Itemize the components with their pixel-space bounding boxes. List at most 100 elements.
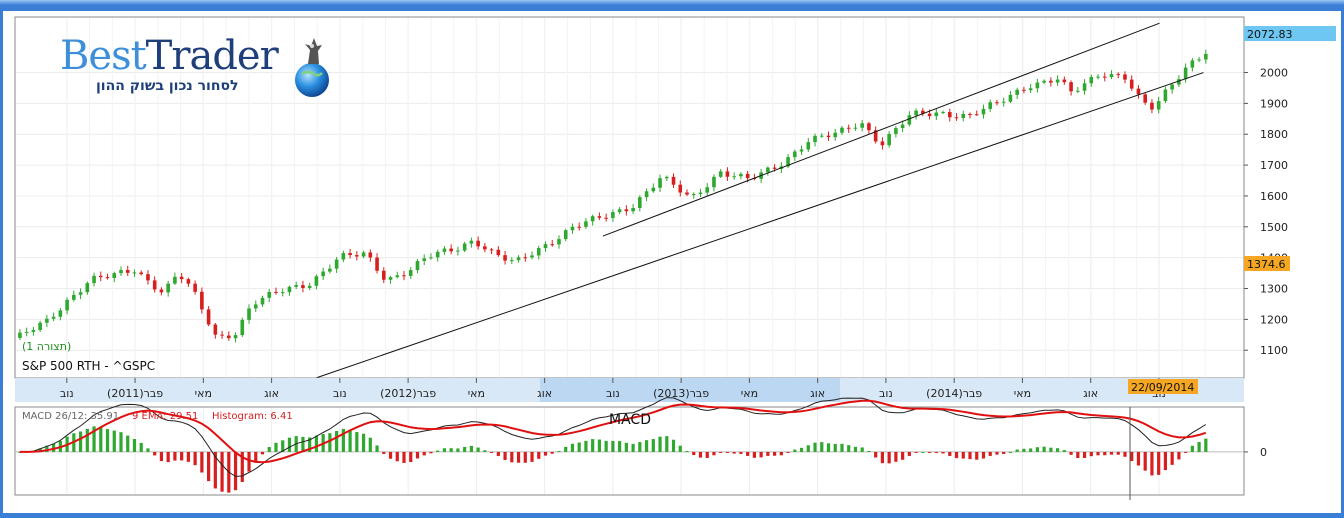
macd-hist-bar-negative xyxy=(193,451,197,466)
candle-up xyxy=(65,299,69,311)
time-tick-label: (2012)פבר xyxy=(380,387,436,400)
macd-ema-label: 9 EMA: 29.51 xyxy=(132,411,198,422)
candle-down xyxy=(355,255,359,257)
candle-down xyxy=(826,135,831,138)
macd-hist-bar-negative xyxy=(213,451,217,489)
macd-hist-bar-negative xyxy=(503,451,507,460)
macd-hist-bar-negative xyxy=(887,451,891,464)
price-tick-label: 1100 xyxy=(1260,344,1288,357)
macd-hist-bar-negative xyxy=(530,451,534,462)
macd-hist-bar-negative xyxy=(907,451,911,456)
candle-up xyxy=(806,142,811,150)
candle-up xyxy=(732,176,736,178)
time-tick-label: מאי xyxy=(741,387,758,400)
last-price-value: 2072.83 xyxy=(1247,28,1293,41)
macd-title: MACD xyxy=(609,412,651,428)
candle-up xyxy=(132,272,137,274)
candle-up xyxy=(287,286,292,293)
macd-hist-bar-negative xyxy=(186,451,190,462)
macd-hist-bar-negative xyxy=(1116,451,1120,455)
candle-up xyxy=(698,192,703,195)
candle-down xyxy=(1116,74,1121,76)
candle-up xyxy=(1076,90,1080,92)
candle-up xyxy=(260,297,265,305)
macd-hist-bar-positive xyxy=(348,429,352,452)
price-tick-label: 1300 xyxy=(1260,283,1288,296)
macd-hist-bar-positive xyxy=(355,432,359,452)
candle-down xyxy=(301,285,305,288)
macd-hist-bar-positive xyxy=(92,426,96,452)
macd-hist-bar-positive xyxy=(1029,448,1033,452)
macd-hist-bar-negative xyxy=(247,451,251,472)
crosshair-date-value: 22/09/2014 xyxy=(1131,381,1194,394)
time-axis[interactable]: נוב (2011)פבר מאי אוג נוב (2012)פבר מאי אוג נוב (… xyxy=(60,378,1166,400)
candle-up xyxy=(712,176,716,188)
macd-signal-line xyxy=(19,399,1207,464)
candle-down xyxy=(1102,76,1107,78)
logo-wordmark: BestTrader xyxy=(60,34,279,78)
candle-up xyxy=(988,102,993,109)
macd-hist-bar-negative xyxy=(880,451,885,464)
candle-down xyxy=(745,173,750,179)
last-price-tag: 2072.83 xyxy=(1244,26,1336,41)
candle-down xyxy=(880,141,885,146)
candle-up xyxy=(941,112,945,114)
candle-up xyxy=(38,322,42,330)
candle-up xyxy=(1028,88,1033,91)
candle-up xyxy=(72,294,76,300)
macd-hist-bar-positive xyxy=(1197,441,1201,452)
candle-up xyxy=(611,212,615,218)
x-axis-strip-highlight xyxy=(540,378,840,402)
macd-hist-bar-positive xyxy=(813,442,817,452)
macd-hist-bar-positive xyxy=(287,437,292,452)
candle-down xyxy=(523,257,528,259)
candle-down xyxy=(449,248,453,252)
macd-hist-bar-negative xyxy=(543,451,548,456)
crosshair-price-tag: 1374.6 xyxy=(1244,256,1290,271)
time-tick-label: מאי xyxy=(195,387,212,400)
macd-hist-bar-positive xyxy=(847,445,851,452)
candle-up xyxy=(819,135,824,137)
macd-hist-bar-positive xyxy=(45,445,49,452)
candle-up xyxy=(58,310,63,317)
candle-up xyxy=(1163,89,1168,102)
candle-up xyxy=(644,191,649,198)
candle-up xyxy=(516,257,521,261)
candle-down xyxy=(186,279,191,284)
time-tick-label: אוג xyxy=(537,387,552,400)
candle-up xyxy=(651,187,656,192)
time-tick-label: נוב xyxy=(879,387,893,400)
candle-down xyxy=(725,171,730,177)
macd-hist-bar-positive xyxy=(274,442,278,452)
candle-up xyxy=(395,275,400,278)
macd-hist-bar-negative xyxy=(1089,451,1093,457)
candle-down xyxy=(200,291,204,310)
candle-up xyxy=(617,209,622,213)
candle-up xyxy=(415,260,420,271)
macd-hist-bar-negative xyxy=(537,451,541,459)
macd-hist-bar-negative xyxy=(698,451,703,458)
candle-down xyxy=(867,123,871,131)
candle-up xyxy=(638,197,642,208)
macd-hist-bar-negative xyxy=(550,451,554,454)
macd-hist-bar-positive xyxy=(335,430,339,452)
candle-up xyxy=(739,173,743,177)
macd-hist-bar-positive xyxy=(442,448,447,452)
macd-hist-bar-negative xyxy=(173,451,177,461)
candle-down xyxy=(974,114,979,116)
candle-up xyxy=(510,260,514,262)
macd-hist-bar-positive xyxy=(611,440,615,452)
macd-hist-bar-positive xyxy=(119,432,123,452)
macd-hist-bar-negative xyxy=(220,451,224,492)
price-axis[interactable]: 1100120013001400150016001700180019002000 xyxy=(1244,67,1288,358)
macd-hist-bar-negative xyxy=(240,451,244,482)
macd-hist-bar-negative xyxy=(948,451,952,456)
candle-up xyxy=(705,187,710,193)
candle-down xyxy=(604,217,608,219)
besttrader-logo: BestTrader לסחור נכון בשוק ההון xyxy=(60,34,340,104)
macd-panel-border xyxy=(14,406,1245,496)
macd-hist-bar-positive xyxy=(483,450,487,452)
candle-up xyxy=(1082,83,1087,91)
macd-hist-bar-negative xyxy=(200,451,204,473)
